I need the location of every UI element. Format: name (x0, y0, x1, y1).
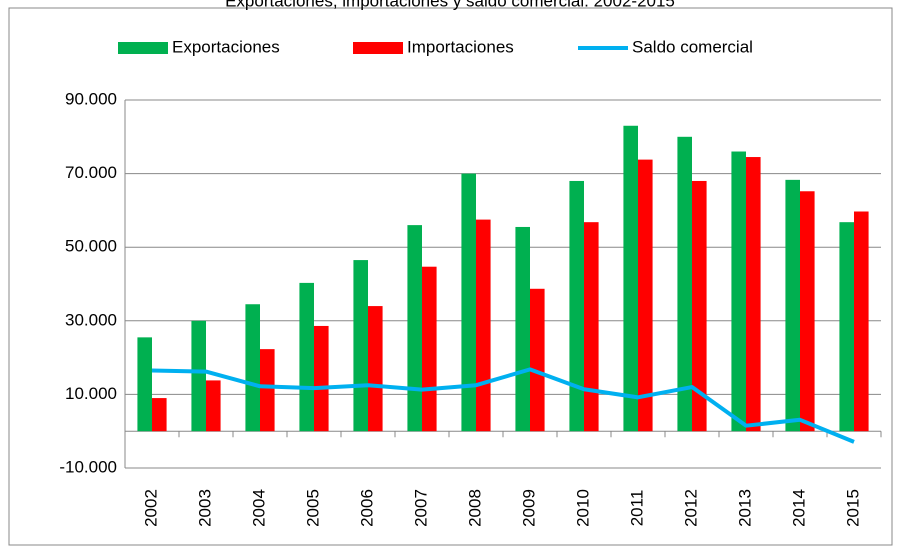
bar (569, 180, 584, 432)
bar (638, 159, 653, 432)
chart-title: Exportaciones, importaciones y saldo com… (225, 0, 675, 10)
x-tick-label: 2002 (141, 489, 160, 527)
y-tick-label: 10.000 (65, 384, 117, 403)
bar (137, 337, 152, 432)
x-tick-label: 2004 (249, 489, 268, 527)
x-tick-label: 2005 (303, 489, 322, 527)
y-tick-label: 70.000 (65, 163, 117, 182)
bar (692, 180, 707, 432)
line (151, 367, 855, 444)
y-tick-label: 90.000 (65, 89, 117, 108)
legend-label: Saldo comercial (632, 37, 753, 56)
y-tick-label: 50.000 (65, 237, 117, 256)
bar (314, 325, 329, 432)
x-tick-label: 2008 (465, 489, 484, 527)
bar (461, 173, 476, 432)
x-tick-label: 2006 (357, 489, 376, 527)
bar (152, 398, 167, 432)
x-tick-label: 2009 (519, 489, 538, 527)
bar (422, 266, 437, 432)
bar (800, 191, 815, 432)
bar (584, 222, 599, 432)
bar (368, 306, 383, 432)
x-tick-label: 2013 (735, 489, 754, 527)
bar (476, 219, 491, 432)
x-tick-label: 2011 (627, 490, 646, 527)
bar (260, 349, 275, 432)
bar (530, 288, 545, 432)
legend-label: Exportaciones (172, 37, 280, 56)
x-tick-label: 2010 (573, 489, 592, 527)
bar (731, 151, 746, 432)
legend-swatch (353, 42, 403, 54)
bar (677, 136, 692, 432)
x-tick-label: 2003 (195, 489, 214, 527)
x-tick-label: 2015 (843, 489, 862, 527)
bar (299, 282, 314, 432)
bar (245, 304, 260, 432)
bar (206, 380, 221, 432)
legend-label: Importaciones (407, 37, 514, 56)
bar (623, 125, 638, 432)
bar (353, 260, 368, 432)
bar (785, 179, 800, 432)
x-tick-label: 2007 (411, 489, 430, 527)
bar (746, 157, 761, 432)
bar (854, 211, 869, 432)
legend-swatch (118, 42, 168, 54)
x-tick-label: 2014 (789, 489, 808, 527)
y-tick-label: -10.000 (59, 457, 117, 476)
y-tick-label: 30.000 (65, 310, 117, 329)
bar (839, 222, 854, 432)
bar (515, 226, 530, 432)
bar (407, 225, 422, 432)
bar (191, 320, 206, 432)
x-tick-label: 2012 (681, 489, 700, 527)
